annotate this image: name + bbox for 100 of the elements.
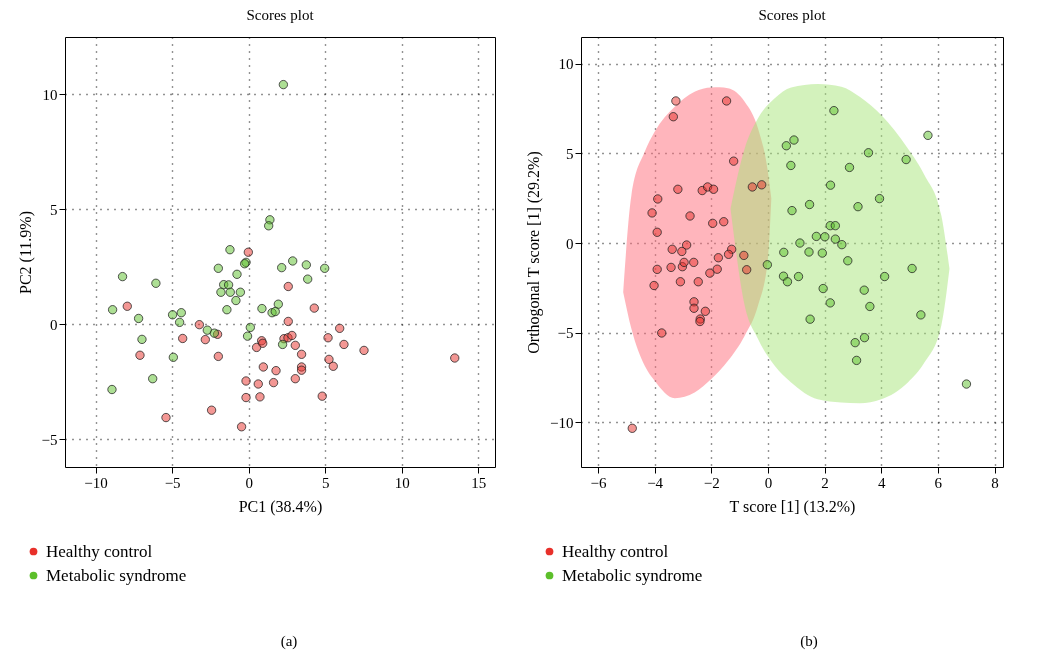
- point: [328, 361, 338, 371]
- point: [789, 135, 799, 145]
- x-tick-label: 2: [821, 474, 829, 491]
- point: [225, 245, 235, 255]
- point: [719, 217, 729, 227]
- point: [283, 316, 293, 327]
- point: [287, 330, 297, 341]
- point: [278, 79, 288, 90]
- point: [675, 277, 686, 287]
- point: [320, 263, 330, 273]
- point: [923, 130, 933, 140]
- text: (a): [280, 633, 298, 650]
- point: [258, 362, 268, 372]
- point: [309, 303, 319, 313]
- point: [653, 194, 663, 204]
- point: [303, 274, 313, 284]
- point: [830, 234, 840, 244]
- chart-title: Scores plot: [758, 7, 827, 23]
- point: [301, 260, 311, 270]
- point: [757, 180, 767, 190]
- x-tick-label: 6: [934, 474, 943, 491]
- point: [107, 384, 117, 395]
- point: [863, 148, 874, 158]
- point: [685, 211, 695, 221]
- point: [161, 412, 171, 423]
- x-tick-label: −10: [84, 474, 108, 491]
- point: [779, 247, 789, 257]
- point: [255, 392, 265, 402]
- x-tick-label: 0: [764, 474, 773, 491]
- point: [236, 422, 247, 432]
- x-tick-label: −6: [590, 474, 607, 491]
- point: [843, 256, 853, 266]
- point: [167, 310, 178, 320]
- point: [194, 320, 204, 330]
- point: [874, 193, 885, 204]
- point: [708, 218, 718, 228]
- point: [820, 232, 830, 242]
- point: [825, 298, 835, 308]
- point: [273, 299, 283, 309]
- point: [781, 141, 791, 151]
- point: [232, 269, 242, 279]
- chart-title: Scores plot: [246, 7, 315, 23]
- y-tick-label: 10: [42, 86, 58, 103]
- x-tick-label: −2: [703, 474, 720, 491]
- point: [830, 221, 840, 231]
- point: [721, 96, 732, 106]
- point: [200, 334, 210, 345]
- y-tick-label: −10: [550, 414, 574, 431]
- y-tick-label: −5: [41, 431, 58, 448]
- point: [786, 160, 796, 171]
- point: [242, 331, 253, 341]
- point: [657, 328, 667, 338]
- point: [264, 221, 274, 231]
- legend-label: Metabolic syndrome: [562, 565, 703, 585]
- x-tick-label: −4: [647, 474, 664, 491]
- point: [652, 264, 662, 274]
- point: [649, 280, 659, 291]
- point: [268, 377, 279, 388]
- point: [712, 264, 722, 274]
- point: [206, 405, 217, 415]
- x-tick-label: 5: [321, 474, 330, 491]
- point: [241, 392, 251, 403]
- point: [850, 338, 860, 348]
- point: [323, 333, 333, 343]
- point: [747, 182, 757, 192]
- point: [795, 238, 805, 248]
- point: [137, 334, 147, 344]
- point: [679, 257, 689, 268]
- point: [251, 342, 262, 353]
- x-tick-label: 4: [877, 474, 886, 491]
- y-tick-label: 0: [566, 235, 574, 252]
- point: [202, 325, 212, 335]
- point: [825, 180, 836, 190]
- point: [231, 295, 241, 306]
- point: [317, 391, 327, 401]
- point: [859, 333, 870, 343]
- point: [742, 265, 752, 275]
- point: [829, 106, 839, 116]
- legend-label: Metabolic syndrome: [46, 565, 187, 585]
- point: [811, 231, 821, 242]
- y-tick-label: −5: [557, 325, 574, 342]
- point: [339, 339, 349, 350]
- point: [225, 287, 235, 297]
- point: [253, 379, 263, 389]
- point: [677, 246, 687, 257]
- point: [243, 247, 253, 257]
- point: [961, 379, 972, 389]
- point: [296, 349, 307, 359]
- point: [652, 227, 662, 237]
- point: [682, 240, 692, 250]
- x-tick-label: 10: [394, 474, 410, 491]
- x-tick-label: 15: [471, 474, 487, 491]
- point: [787, 205, 797, 216]
- text: (b): [800, 633, 818, 650]
- point: [324, 354, 334, 365]
- point: [283, 281, 293, 292]
- point: [762, 260, 772, 270]
- point: [705, 268, 715, 278]
- point: [627, 423, 637, 433]
- point: [668, 112, 678, 122]
